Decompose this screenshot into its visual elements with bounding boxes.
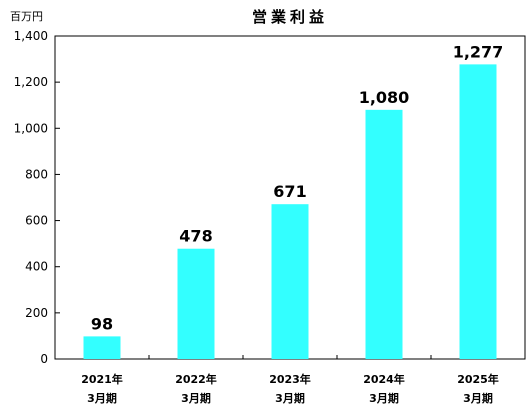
- data-label: 671: [273, 182, 306, 201]
- x-axis: 2021年 3月期 2022年 3月期 2023年 3月期 2024年 3月期 2025年 3月期: [54, 355, 526, 405]
- data-label: 1,080: [359, 88, 410, 107]
- category-label-period: 3月期: [87, 391, 117, 405]
- bar: [459, 64, 497, 359]
- y-tick-label: 200: [25, 306, 48, 320]
- category-label-period: 3月期: [181, 391, 211, 405]
- category-label-period: 3月期: [275, 391, 305, 405]
- bar: [271, 204, 309, 359]
- unit-label: 百万円: [10, 10, 43, 23]
- y-tick-label: 800: [25, 167, 48, 181]
- category-label-year: 2022年: [175, 372, 217, 386]
- data-label: 478: [179, 227, 212, 246]
- data-label: 98: [91, 314, 113, 333]
- category-label-period: 3月期: [463, 391, 493, 405]
- y-tick-label: 600: [25, 214, 48, 228]
- category-label-year: 2024年: [363, 372, 405, 386]
- y-tick-label: 1,000: [14, 121, 48, 135]
- y-tick-label: 0: [40, 352, 48, 366]
- y-tick-label: 1,200: [14, 75, 48, 89]
- category-label-year: 2021年: [81, 372, 123, 386]
- y-tick-label: 1,400: [14, 29, 48, 43]
- y-axis: 0 200 400 600 800 1,000 1,200 1,400: [14, 29, 60, 366]
- bar: [83, 336, 121, 359]
- data-labels: 98 478 671 1,080 1,277: [91, 42, 503, 333]
- chart-title: 営業利益: [252, 8, 328, 26]
- data-label: 1,277: [453, 42, 504, 61]
- bars: [83, 64, 497, 359]
- y-tick-label: 400: [25, 260, 48, 274]
- bar: [365, 109, 403, 359]
- category-label-year: 2023年: [269, 372, 311, 386]
- category-label-period: 3月期: [369, 391, 399, 405]
- bar: [177, 248, 215, 359]
- category-label-year: 2025年: [457, 372, 499, 386]
